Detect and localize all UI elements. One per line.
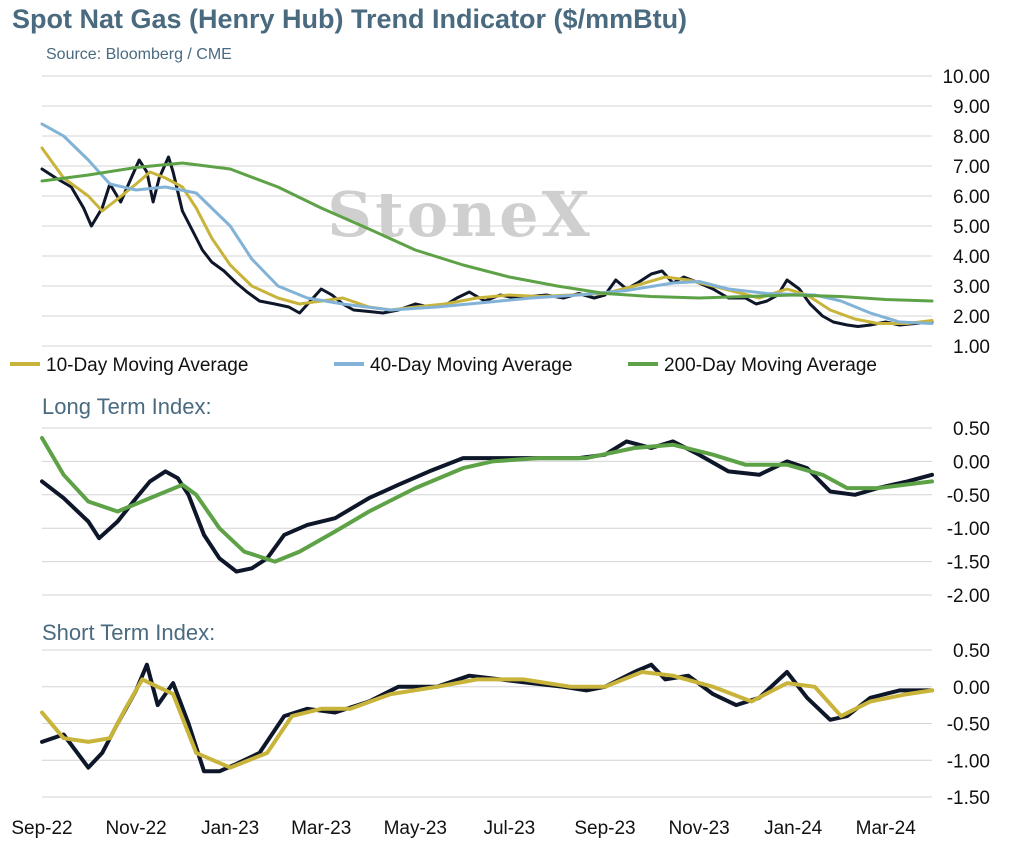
y-tick-label: -1.00	[947, 519, 990, 540]
y-tick-label: 0.50	[953, 419, 990, 440]
y-tick-label: 10.00	[942, 67, 990, 88]
y-tick-label: 6.00	[953, 187, 990, 208]
x-tick-label: Jan-24	[764, 818, 823, 839]
y-tick-label: -1.50	[947, 553, 990, 574]
panel-titles: Long Term Index: Short Term Index:	[42, 394, 215, 645]
y-tick-label: 9.00	[953, 97, 990, 118]
legend-label: 10-Day Moving Average	[46, 355, 248, 376]
series-line-lt_green	[40, 436, 934, 564]
y-tick-label: -1.50	[947, 788, 990, 809]
panel-title: Long Term Index:	[42, 394, 212, 419]
series-line-st_yellow	[40, 670, 934, 770]
y-tick-labels: 10.00 9.00 8.00 7.00 6.00 5.00 4.00 3.00 2.00 1.0…	[942, 67, 990, 809]
watermark: StoneX	[327, 178, 592, 251]
x-tick-label: Sep-23	[574, 818, 635, 839]
y-tick-label: 0.50	[953, 641, 990, 662]
y-tick-label: 7.00	[953, 157, 990, 178]
y-tick-label: 0.00	[953, 678, 990, 699]
y-tick-label: 1.00	[953, 337, 990, 358]
y-tick-label: 5.00	[953, 217, 990, 238]
y-tick-label: 3.00	[953, 277, 990, 298]
y-tick-label: 4.00	[953, 247, 990, 268]
x-tick-label: Nov-23	[668, 818, 729, 839]
legend-label: 40-Day Moving Average	[370, 355, 572, 376]
series-line-ma200	[40, 161, 934, 303]
x-tick-labels: Sep-22 Nov-22 Jan-23 Mar-23 May-23 Jul-23 Sep-…	[11, 818, 916, 839]
x-tick-label: Jul-23	[483, 818, 535, 839]
y-tick-label: 0.00	[953, 452, 990, 473]
x-tick-label: Nov-22	[105, 818, 166, 839]
x-tick-label: Jan-23	[201, 818, 259, 839]
y-tick-label: -0.50	[947, 486, 990, 507]
x-tick-label: May-23	[384, 818, 447, 839]
y-tick-label: 2.00	[953, 307, 990, 328]
legend: 10-Day Moving Average 40-Day Moving Avera…	[10, 355, 877, 376]
series-layer	[40, 122, 934, 774]
x-tick-label: Sep-22	[11, 818, 72, 839]
legend-label: 200-Day Moving Average	[664, 355, 877, 376]
y-tick-label: -2.00	[947, 586, 990, 607]
y-tick-label: -1.00	[947, 751, 990, 772]
chart-subtitle: Source: Bloomberg / CME	[46, 46, 232, 63]
y-tick-label: 8.00	[953, 127, 990, 148]
x-tick-label: Mar-24	[856, 818, 917, 839]
chart-title: Spot Nat Gas (Henry Hub) Trend Indicator…	[12, 4, 688, 34]
panel-title: Short Term Index:	[42, 620, 215, 645]
x-tick-label: Mar-23	[291, 818, 351, 839]
y-tick-label: -0.50	[947, 715, 990, 736]
